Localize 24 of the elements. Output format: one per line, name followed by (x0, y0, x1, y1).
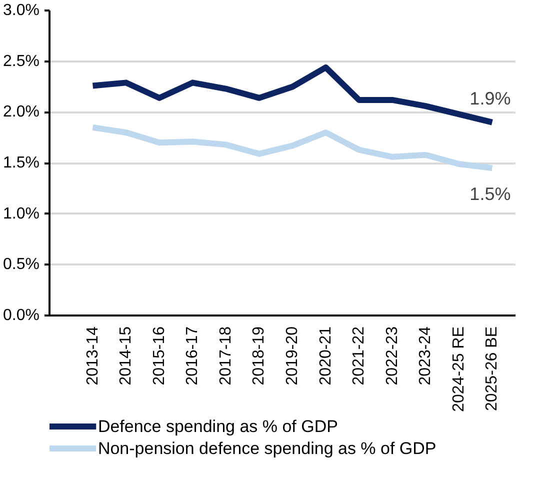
x-tick-label: 2016-17 (184, 326, 202, 386)
x-tick-label: 2019-20 (284, 326, 301, 386)
x-tick-label: 2020-21 (317, 326, 334, 386)
y-tick-label: 3.0% (3, 2, 40, 19)
y-tick-label: 1.5% (3, 154, 40, 172)
x-tick-label: 2023-24 (417, 326, 434, 386)
legend-label: Non-pension defence spending as % of GDP (98, 439, 436, 458)
y-tick-label: 2.0% (3, 104, 40, 121)
y-tick-label: 1.0% (3, 205, 40, 222)
x-tick-label: 2025-26 BE (484, 326, 501, 412)
x-tick-label: 2014-15 (118, 326, 135, 386)
x-tick-label: 2022-23 (384, 326, 401, 386)
annotation: 1.9% (470, 88, 511, 108)
y-tick-label: 2.5% (3, 52, 40, 70)
y-tick-label: 0.0% (3, 307, 40, 324)
x-tick-label: 2013-14 (84, 326, 102, 386)
y-tick-label: 0.5% (3, 256, 40, 274)
x-tick-label: 2018-19 (250, 326, 268, 386)
x-tick-label: 2024-25 RE (450, 326, 468, 412)
x-tick-label: 2021-22 (350, 326, 368, 386)
x-tick-label: 2017-18 (217, 326, 234, 386)
annotation: 1.5% (470, 184, 511, 204)
x-tick-label: 2015-16 (150, 326, 168, 386)
legend-label: Defence spending as % of GDP (98, 417, 338, 436)
